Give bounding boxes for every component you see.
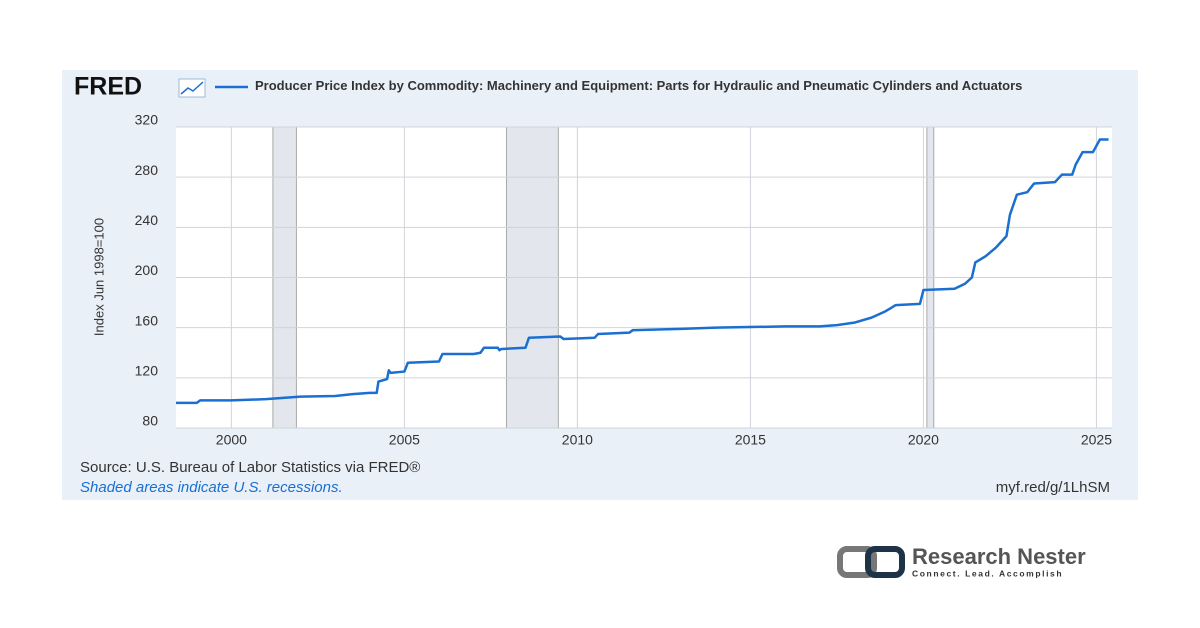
y-tick-label: 320 — [135, 112, 159, 128]
fred-logo: FRED — [74, 73, 142, 101]
y-tick-label: 160 — [135, 312, 159, 328]
x-tick-label: 2015 — [735, 432, 766, 448]
brand-icon — [837, 546, 905, 578]
y-tick-label: 80 — [142, 413, 158, 429]
y-tick-label: 200 — [135, 262, 159, 278]
x-tick-label: 2005 — [389, 432, 420, 448]
x-tick-label: 2020 — [908, 432, 939, 448]
y-tick-label: 280 — [135, 162, 159, 178]
chart-title: Producer Price Index by Commodity: Machi… — [255, 78, 1023, 93]
data-line — [176, 138, 1109, 405]
brand-tagline: Connect. Lead. Accomplish — [912, 568, 1063, 578]
url: myf.red/g/1LhSM — [996, 479, 1110, 496]
source: Source: U.S. Bureau of Labor Statistics … — [80, 459, 420, 476]
y-tick-label: 120 — [135, 363, 159, 379]
x-tick-label: 2000 — [216, 432, 247, 448]
x-tick-label: 2025 — [1081, 432, 1112, 448]
y-axis-label: Index Jun 1998=100 — [91, 218, 106, 336]
y-tick-label: 240 — [135, 212, 159, 228]
note: Shaded areas indicate U.S. recessions. — [80, 479, 343, 496]
brand-name: Research Nester — [912, 544, 1086, 569]
x-tick-label: 2010 — [562, 432, 593, 448]
fred-icon — [178, 78, 206, 98]
